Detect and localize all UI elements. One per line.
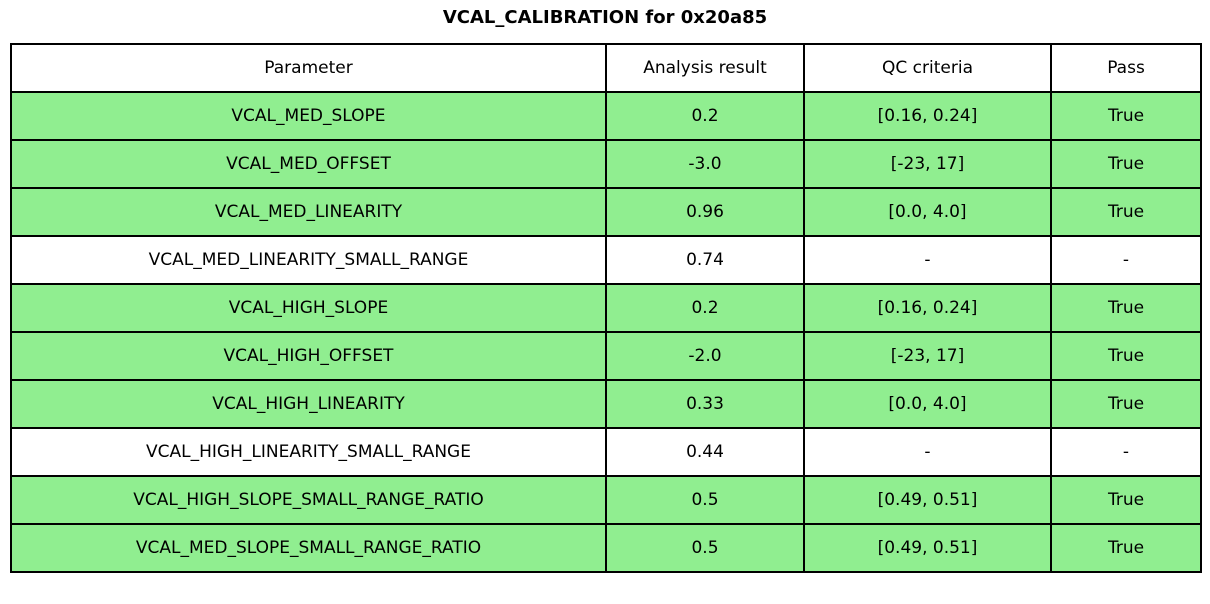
cell-qc-criteria: [0.16, 0.24] [803, 91, 1052, 141]
cell-analysis-result: -2.0 [605, 331, 805, 381]
cell-qc-criteria: [0.0, 4.0] [803, 187, 1052, 237]
cell-analysis-result: 0.5 [605, 475, 805, 525]
table-row: VCAL_MED_SLOPE_SMALL_RANGE_RATIO 0.5 [0.49… [10, 523, 1202, 573]
cell-qc-criteria: [-23, 17] [803, 331, 1052, 381]
cell-pass: True [1050, 91, 1202, 141]
cell-pass: True [1050, 379, 1202, 429]
cell-qc-criteria: [0.0, 4.0] [803, 379, 1052, 429]
qc-results-table: Parameter Analysis result QC criteria Pass … [10, 43, 1202, 573]
cell-parameter: VCAL_HIGH_SLOPE [10, 283, 607, 333]
cell-pass: - [1050, 235, 1202, 285]
cell-analysis-result: 0.2 [605, 283, 805, 333]
table-row: VCAL_HIGH_LINEARITY_SMALL_RANGE 0.44- - [10, 427, 1202, 477]
cell-parameter: VCAL_MED_SLOPE_SMALL_RANGE_RATIO [10, 523, 607, 573]
column-header-qc-criteria: QC criteria [803, 43, 1052, 93]
cell-pass: True [1050, 475, 1202, 525]
cell-qc-criteria: [-23, 17] [803, 139, 1052, 189]
cell-analysis-result: 0.33 [605, 379, 805, 429]
cell-qc-criteria: - [803, 235, 1052, 285]
column-header-parameter: Parameter [10, 43, 607, 93]
cell-analysis-result: 0.44 [605, 427, 805, 477]
cell-qc-criteria: - [803, 427, 1052, 477]
column-header-pass: Pass [1050, 43, 1202, 93]
cell-qc-criteria: [0.49, 0.51] [803, 475, 1052, 525]
cell-pass: True [1050, 331, 1202, 381]
table-row: VCAL_MED_LINEARITY 0.96 [0.0, 4.0] True [10, 187, 1202, 237]
cell-parameter: VCAL_HIGH_SLOPE_SMALL_RANGE_RATIO [10, 475, 607, 525]
table-row: VCAL_HIGH_SLOPE 0.2 [0.16, 0.24] True [10, 283, 1202, 333]
table-row: VCAL_HIGH_SLOPE_SMALL_RANGE_RATIO 0.5 [0.4… [10, 475, 1202, 525]
cell-qc-criteria: [0.16, 0.24] [803, 283, 1052, 333]
cell-pass: True [1050, 187, 1202, 237]
table-header-row: Parameter Analysis result QC criteria Pass [10, 43, 1202, 93]
cell-qc-criteria: [0.49, 0.51] [803, 523, 1052, 573]
cell-parameter: VCAL_HIGH_OFFSET [10, 331, 607, 381]
cell-pass: True [1050, 283, 1202, 333]
cell-analysis-result: 0.96 [605, 187, 805, 237]
cell-analysis-result: 0.2 [605, 91, 805, 141]
cell-pass: True [1050, 523, 1202, 573]
table-row: VCAL_MED_SLOPE 0.2 [0.16, 0.24] True [10, 91, 1202, 141]
cell-parameter: VCAL_MED_LINEARITY_SMALL_RANGE [10, 235, 607, 285]
cell-parameter: VCAL_MED_LINEARITY [10, 187, 607, 237]
cell-analysis-result: 0.74 [605, 235, 805, 285]
cell-parameter: VCAL_MED_SLOPE [10, 91, 607, 141]
cell-pass: - [1050, 427, 1202, 477]
page-title: VCAL_CALIBRATION for 0x20a85 [442, 7, 768, 28]
cell-pass: True [1050, 139, 1202, 189]
table-row: VCAL_MED_OFFSET -3.0 [-23, 17] True [10, 139, 1202, 189]
cell-parameter: VCAL_MED_OFFSET [10, 139, 607, 189]
table-row: VCAL_HIGH_LINEARITY 0.33 [0.0, 4.0] True [10, 379, 1202, 429]
cell-analysis-result: -3.0 [605, 139, 805, 189]
column-header-analysis-result: Analysis result [605, 43, 805, 93]
table-row: VCAL_MED_LINEARITY_SMALL_RANGE 0.74- - [10, 235, 1202, 285]
cell-parameter: VCAL_HIGH_LINEARITY_SMALL_RANGE [10, 427, 607, 477]
cell-parameter: VCAL_HIGH_LINEARITY [10, 379, 607, 429]
table-body: VCAL_MED_SLOPE 0.2 [0.16, 0.24] True VCAL_ME… [10, 91, 1202, 573]
table-row: VCAL_HIGH_OFFSET -2.0 [-23, 17] True [10, 331, 1202, 381]
cell-analysis-result: 0.5 [605, 523, 805, 573]
